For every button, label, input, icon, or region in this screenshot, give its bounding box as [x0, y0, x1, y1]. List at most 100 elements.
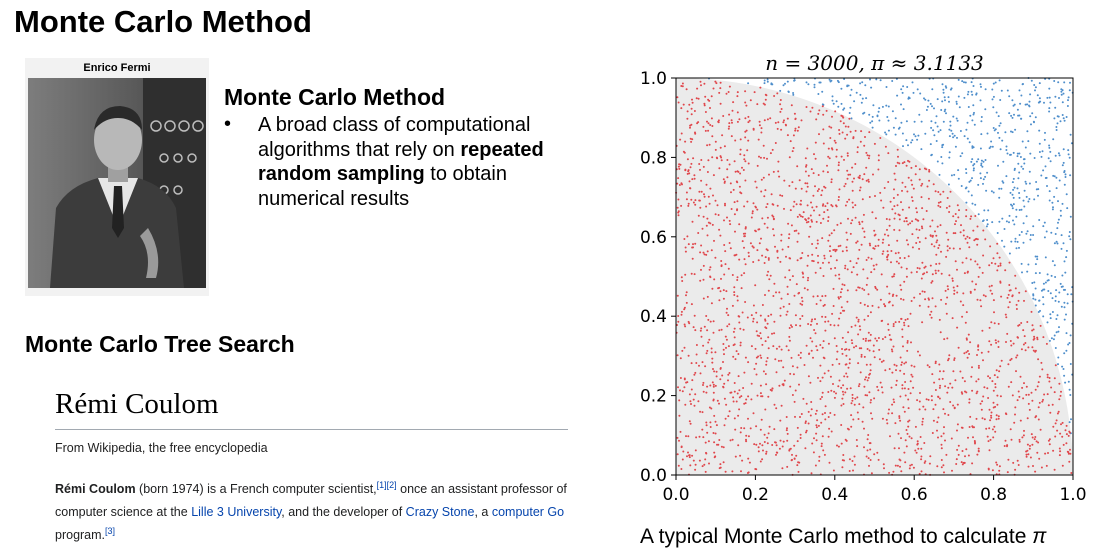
inside-point — [754, 180, 757, 183]
outside-point — [1020, 262, 1023, 265]
inside-point — [916, 267, 919, 269]
outside-point — [1066, 207, 1069, 210]
inside-point — [1004, 439, 1007, 442]
outside-point — [1049, 160, 1052, 163]
outside-point — [943, 110, 946, 113]
inside-point — [832, 305, 835, 307]
inside-point — [960, 391, 963, 394]
inside-point — [1065, 424, 1068, 427]
inside-point — [700, 84, 702, 87]
outside-point — [1030, 79, 1033, 82]
inside-point — [905, 361, 907, 364]
outside-point — [1028, 104, 1030, 107]
inside-point — [781, 445, 784, 448]
inside-point — [685, 291, 688, 294]
inside-point — [987, 397, 990, 399]
wiki-article-body: Rémi Coulom (born 1974) is a French comp… — [55, 478, 575, 547]
inside-point — [956, 326, 959, 329]
outside-point — [995, 111, 998, 114]
inside-point — [831, 363, 834, 366]
inside-point — [919, 292, 921, 295]
outside-point — [1068, 388, 1071, 391]
inside-point — [714, 80, 717, 83]
outside-point — [1038, 219, 1041, 221]
inside-point — [918, 178, 921, 181]
inside-point — [802, 276, 805, 279]
inside-point — [873, 142, 876, 145]
inside-point — [895, 369, 897, 372]
inside-point — [956, 285, 959, 288]
crazy-stone-link[interactable]: Crazy Stone — [405, 505, 475, 519]
inside-point — [773, 403, 776, 406]
inside-point — [718, 299, 721, 302]
inside-point — [1031, 443, 1034, 446]
inside-point — [993, 322, 996, 325]
inside-point — [792, 205, 795, 208]
inside-point — [937, 436, 939, 439]
photo-panel: Enrico Fermi — [25, 58, 209, 296]
inside-point — [788, 335, 791, 338]
inside-point — [705, 205, 708, 208]
outside-point — [850, 88, 853, 91]
inside-point — [936, 421, 939, 424]
inside-point — [864, 378, 866, 381]
inside-point — [767, 270, 770, 273]
inside-point — [821, 105, 824, 108]
inside-point — [725, 403, 728, 406]
inside-point — [904, 439, 907, 442]
inside-point — [841, 250, 844, 253]
inside-point — [795, 324, 797, 327]
inside-point — [848, 198, 851, 201]
inside-point — [711, 125, 714, 127]
inside-point — [973, 426, 975, 429]
inside-point — [1008, 284, 1011, 286]
inside-point — [722, 178, 725, 181]
inside-point — [876, 385, 879, 388]
inside-point — [914, 449, 917, 452]
outside-point — [902, 85, 905, 88]
outside-point — [972, 169, 975, 172]
inside-point — [694, 463, 697, 466]
citation-link[interactable]: [3] — [105, 525, 116, 536]
inside-point — [863, 318, 866, 321]
inside-point — [939, 331, 942, 334]
inside-point — [907, 388, 910, 390]
inside-point — [1030, 310, 1033, 313]
inside-point — [811, 442, 814, 445]
inside-point — [1031, 346, 1034, 349]
inside-point — [861, 227, 864, 230]
outside-point — [817, 93, 820, 95]
inside-point — [850, 339, 853, 342]
citation-link[interactable]: [1][2] — [376, 479, 397, 490]
inside-point — [1004, 412, 1007, 415]
inside-point — [802, 272, 804, 275]
inside-point — [817, 174, 820, 176]
inside-point — [676, 96, 679, 99]
inside-point — [769, 117, 772, 120]
inside-point — [726, 159, 729, 161]
outside-point — [835, 100, 838, 103]
outside-point — [947, 183, 950, 186]
inside-point — [865, 455, 868, 458]
lille-university-link[interactable]: Lille 3 University — [191, 505, 282, 519]
inside-point — [807, 220, 810, 223]
inside-point — [765, 327, 768, 330]
inside-point — [919, 436, 922, 438]
outside-point — [1054, 299, 1057, 302]
inside-point — [990, 343, 993, 346]
inside-point — [806, 288, 809, 291]
outside-point — [1069, 238, 1072, 241]
outside-point — [766, 78, 769, 81]
inside-point — [918, 472, 921, 475]
inside-point — [755, 330, 758, 333]
inside-point — [1025, 393, 1028, 396]
inside-point — [1042, 398, 1044, 401]
inside-point — [799, 437, 802, 439]
inside-point — [700, 268, 702, 271]
inside-point — [947, 386, 950, 389]
outside-point — [1009, 191, 1012, 194]
inside-point — [891, 208, 894, 211]
inside-point — [1020, 322, 1023, 324]
computer-go-link[interactable]: computer Go — [491, 505, 565, 519]
inside-point — [1029, 456, 1032, 459]
